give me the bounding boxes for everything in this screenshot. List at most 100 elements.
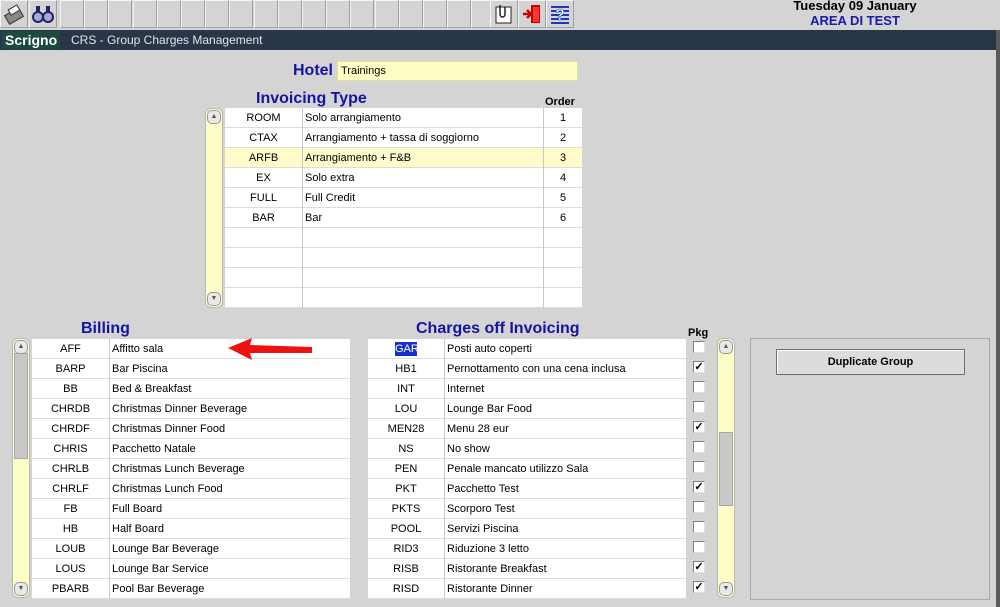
table-row[interactable]: CHRDB Christmas Dinner Beverage: [32, 399, 350, 419]
table-row[interactable]: EX Solo extra 4: [225, 168, 582, 188]
exit-door-button[interactable]: [518, 0, 546, 28]
scroll-up-icon[interactable]: ▲: [719, 340, 733, 354]
toolbar-button[interactable]: [398, 0, 423, 28]
pkg-checkbox[interactable]: [693, 341, 705, 353]
binoculars-button[interactable]: [29, 0, 57, 28]
help-button[interactable]: ?: [546, 0, 574, 28]
table-row[interactable]: RISB Ristorante Breakfast: [368, 559, 686, 579]
print-button[interactable]: [0, 0, 28, 28]
toolbar-button[interactable]: [205, 0, 230, 28]
table-row[interactable]: ROOM Solo arrangiamento 1: [225, 108, 582, 128]
pkg-checkbox[interactable]: [693, 441, 705, 453]
scroll-down-icon[interactable]: ▼: [719, 582, 733, 596]
invoicing-order: 2: [543, 128, 582, 148]
table-row[interactable]: AFF Affitto sala: [32, 339, 350, 359]
table-row[interactable]: PEN Penale mancato utilizzo Sala: [368, 459, 686, 479]
pkg-checkbox[interactable]: [693, 521, 705, 533]
pkg-checkbox-checked[interactable]: ✓: [693, 561, 705, 573]
table-row[interactable]: POOL Servizi Piscina: [368, 519, 686, 539]
billing-heading: Billing: [81, 320, 130, 337]
toolbar-button[interactable]: [156, 0, 181, 28]
table-row[interactable]: LOUB Lounge Bar Beverage: [32, 539, 350, 559]
toolbar-button[interactable]: [302, 0, 326, 28]
pkg-checkbox-checked[interactable]: ✓: [693, 421, 705, 433]
table-row[interactable]: HB1 Pernottamento con una cena inclusa: [368, 359, 686, 379]
billing-description: Lounge Bar Service: [109, 559, 350, 579]
table-row[interactable]: RISD Ristorante Dinner: [368, 579, 686, 599]
table-row[interactable]: FB Full Board: [32, 499, 350, 519]
empty-row[interactable]: [225, 268, 582, 288]
table-row[interactable]: BAR Bar 6: [225, 208, 582, 228]
charge-code: RISB: [393, 563, 419, 575]
billing-description: Christmas Dinner Beverage: [109, 399, 350, 419]
charges-scrollbar[interactable]: ▲ ▼: [717, 338, 735, 598]
scroll-up-icon[interactable]: ▲: [14, 340, 28, 354]
empty-row[interactable]: [225, 228, 582, 248]
billing-description: Christmas Lunch Food: [109, 479, 350, 499]
toolbar-button[interactable]: [229, 0, 254, 28]
table-row[interactable]: LOUS Lounge Bar Service: [32, 559, 350, 579]
billing-description: Bar Piscina: [109, 359, 350, 379]
invoicing-order: 6: [543, 208, 582, 228]
duplicate-group-button[interactable]: Duplicate Group: [776, 349, 965, 375]
billing-scrollbar[interactable]: ▲ ▼: [12, 338, 30, 598]
toolbar-button[interactable]: [350, 0, 375, 28]
toolbar-button[interactable]: [277, 0, 302, 28]
charge-description: Servizi Piscina: [444, 519, 686, 539]
scroll-down-icon[interactable]: ▼: [207, 292, 221, 306]
table-row[interactable]: CHRDF Christmas Dinner Food: [32, 419, 350, 439]
toolbar-button[interactable]: [374, 0, 399, 28]
empty-row[interactable]: [225, 248, 582, 268]
toolbar-button[interactable]: [60, 0, 84, 28]
table-row[interactable]: CHRIS Pacchetto Natale: [32, 439, 350, 459]
pkg-checkbox[interactable]: [693, 401, 705, 413]
pkg-checkbox[interactable]: [693, 381, 705, 393]
invoicing-description: Full Credit: [302, 188, 543, 208]
empty-row[interactable]: [225, 288, 582, 308]
table-row[interactable]: NS No show: [368, 439, 686, 459]
invoicing-scrollbar[interactable]: ▲ ▼: [205, 108, 223, 308]
charge-code: LOU: [394, 403, 418, 415]
table-row[interactable]: BARP Bar Piscina: [32, 359, 350, 379]
pkg-checkbox-checked[interactable]: ✓: [693, 581, 705, 593]
toolbar-button[interactable]: [253, 0, 278, 28]
scroll-down-icon[interactable]: ▼: [14, 582, 28, 596]
table-row[interactable]: HB Half Board: [32, 519, 350, 539]
table-row[interactable]: FULL Full Credit 5: [225, 188, 582, 208]
table-row[interactable]: LOU Lounge Bar Food: [368, 399, 686, 419]
toolbar-button[interactable]: [181, 0, 205, 28]
table-row[interactable]: CHRLB Christmas Lunch Beverage: [32, 459, 350, 479]
pkg-checkbox-checked[interactable]: ✓: [693, 361, 705, 373]
pkg-checkbox[interactable]: [693, 541, 705, 553]
scroll-thumb[interactable]: [719, 432, 733, 506]
hotel-field[interactable]: Trainings: [337, 61, 578, 81]
toolbar-button[interactable]: [326, 0, 351, 28]
table-row[interactable]: INT Internet: [368, 379, 686, 399]
pkg-checkbox-checked[interactable]: ✓: [693, 481, 705, 493]
table-row[interactable]: PKTS Scorporo Test: [368, 499, 686, 519]
toolbar-button[interactable]: [108, 0, 133, 28]
table-row[interactable]: BB Bed & Breakfast: [32, 379, 350, 399]
pkg-checkbox[interactable]: [693, 501, 705, 513]
charge-code: GAR: [395, 342, 417, 356]
table-row[interactable]: PKT Pacchetto Test: [368, 479, 686, 499]
table-row[interactable]: RID3 Riduzione 3 letto: [368, 539, 686, 559]
order-column-header: Order: [545, 96, 575, 108]
actions-panel: [750, 338, 990, 600]
toolbar-button[interactable]: [423, 0, 447, 28]
scroll-up-icon[interactable]: ▲: [207, 110, 221, 124]
toolbar-button[interactable]: [447, 0, 472, 28]
notepad-button[interactable]: [490, 0, 518, 28]
pkg-checkbox[interactable]: [693, 461, 705, 473]
table-row[interactable]: ARFB Arrangiamento + F&B 3: [225, 148, 582, 168]
table-row[interactable]: CTAX Arrangiamento + tassa di soggiorno 2: [225, 128, 582, 148]
table-row[interactable]: GAR Posti auto coperti: [368, 339, 686, 359]
table-row[interactable]: CHRLF Christmas Lunch Food: [32, 479, 350, 499]
toolbar-button[interactable]: [84, 0, 109, 28]
scroll-thumb[interactable]: [14, 353, 28, 459]
toolbar-button[interactable]: [132, 0, 157, 28]
notepad-icon: [493, 3, 515, 28]
table-row[interactable]: PBARB Pool Bar Beverage: [32, 579, 350, 599]
billing-code: PBARB: [51, 583, 90, 595]
table-row[interactable]: MEN28 Menu 28 eur: [368, 419, 686, 439]
